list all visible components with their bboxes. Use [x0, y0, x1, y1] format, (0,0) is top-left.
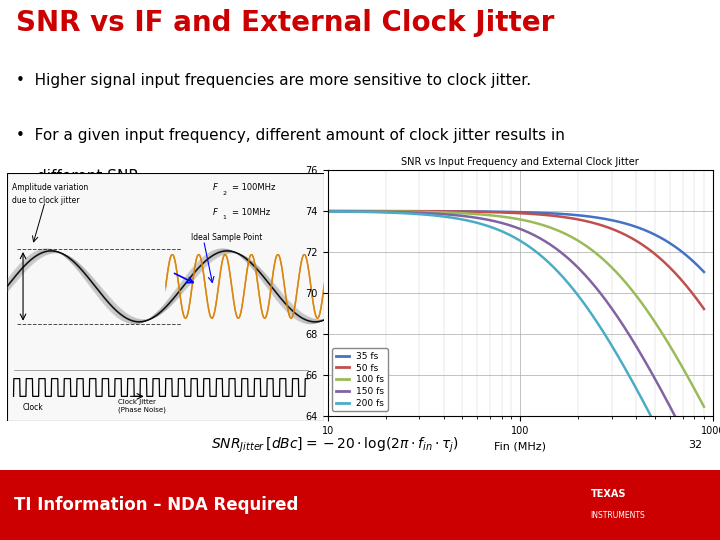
100 fs: [700, 403, 708, 410]
Text: TI Information – NDA Required: TI Information – NDA Required: [14, 496, 299, 514]
150 fs: [504, 222, 513, 228]
35 fs: [690, 260, 699, 266]
Line: 150 fs: 150 fs: [328, 211, 704, 473]
200 fs: [527, 245, 536, 251]
150 fs: [690, 452, 699, 458]
35 fs: [504, 208, 513, 215]
100 fs: [502, 214, 510, 220]
Text: = 10MHz: = 10MHz: [232, 208, 270, 217]
150 fs: [502, 221, 510, 227]
35 fs: [502, 208, 510, 215]
Line: 35 fs: 35 fs: [328, 211, 704, 272]
35 fs: [323, 208, 332, 214]
Text: Clock Jitter: Clock Jitter: [118, 399, 156, 405]
Text: Ideal Sample Point: Ideal Sample Point: [191, 233, 262, 242]
150 fs: [547, 242, 556, 249]
Text: TEXAS: TEXAS: [590, 489, 626, 500]
200 fs: [700, 519, 708, 525]
Text: 1: 1: [222, 215, 227, 220]
Text: F: F: [213, 184, 218, 192]
50 fs: [502, 210, 510, 216]
150 fs: [527, 231, 536, 237]
150 fs: [323, 208, 332, 214]
Text: 32: 32: [688, 441, 703, 450]
200 fs: [504, 231, 513, 238]
100 fs: [323, 208, 332, 214]
Line: 200 fs: 200 fs: [328, 211, 704, 522]
Text: = 100MHz: = 100MHz: [232, 184, 276, 192]
200 fs: [631, 385, 640, 392]
35 fs: [700, 269, 708, 275]
Text: $SNR_{Jitter}\,[dBc]=-20\cdot\log(2\pi\cdot f_{in}\cdot\tau_j)$: $SNR_{Jitter}\,[dBc]=-20\cdot\log(2\pi\c…: [211, 436, 459, 455]
Line: 50 fs: 50 fs: [328, 211, 704, 309]
50 fs: [504, 210, 513, 216]
150 fs: [700, 470, 708, 476]
150 fs: [631, 343, 640, 349]
50 fs: [547, 212, 556, 219]
100 fs: [690, 387, 699, 393]
50 fs: [700, 306, 708, 312]
Title: SNR vs Input Frequency and External Clock Jitter: SNR vs Input Frequency and External Cloc…: [401, 157, 639, 166]
35 fs: [631, 224, 640, 230]
200 fs: [323, 208, 332, 214]
Text: Clock: Clock: [23, 403, 44, 413]
50 fs: [323, 208, 332, 214]
35 fs: [527, 209, 536, 215]
Legend: 35 fs, 50 fs, 100 fs, 150 fs, 200 fs: 35 fs, 50 fs, 100 fs, 150 fs, 200 fs: [332, 348, 388, 411]
Text: •  For a given input frequency, different amount of clock jitter results in: • For a given input frequency, different…: [16, 128, 564, 143]
200 fs: [502, 230, 510, 237]
Text: (Phase Noise): (Phase Noise): [118, 407, 166, 414]
50 fs: [527, 211, 536, 217]
Text: •  Higher signal input frequencies are more sensitive to clock jitter.: • Higher signal input frequencies are mo…: [16, 72, 531, 87]
Text: F: F: [213, 208, 218, 217]
Text: different SNR.: different SNR.: [37, 170, 144, 184]
Text: SNR vs IF and External Clock Jitter: SNR vs IF and External Clock Jitter: [16, 9, 554, 37]
Text: Amplitude variation: Amplitude variation: [12, 184, 89, 192]
X-axis label: Fin (MHz): Fin (MHz): [494, 441, 546, 451]
35 fs: [547, 210, 556, 217]
200 fs: [547, 262, 556, 268]
200 fs: [690, 501, 699, 507]
100 fs: [631, 292, 640, 299]
100 fs: [527, 219, 536, 225]
Text: 2: 2: [222, 191, 227, 195]
100 fs: [504, 214, 513, 221]
50 fs: [631, 238, 640, 244]
Text: INSTRUMENTS: INSTRUMENTS: [590, 511, 645, 520]
50 fs: [690, 293, 699, 300]
100 fs: [547, 225, 556, 231]
Text: due to clock jitter: due to clock jitter: [12, 196, 79, 205]
Line: 100 fs: 100 fs: [328, 211, 704, 407]
